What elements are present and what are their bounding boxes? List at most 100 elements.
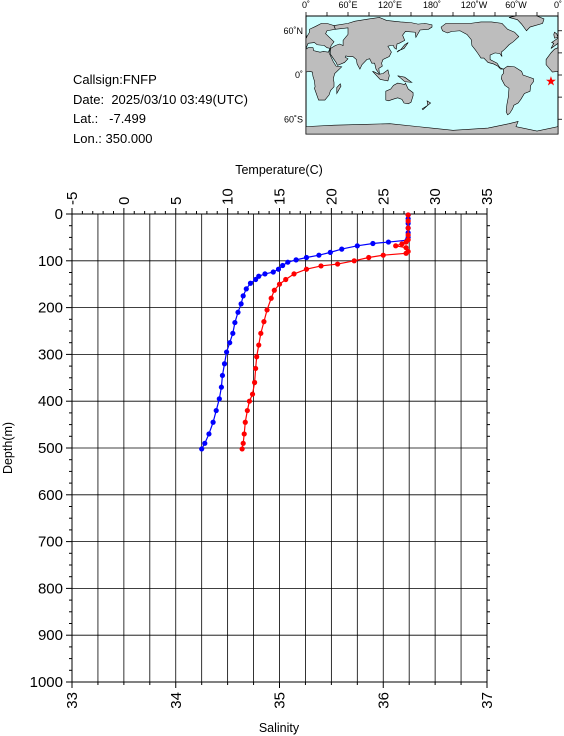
map-land-south-america xyxy=(500,65,534,116)
temperature-point xyxy=(262,271,268,277)
map-land-uk xyxy=(305,32,308,39)
temperature-point xyxy=(202,440,208,446)
y-tick-label: 1000 xyxy=(30,674,63,691)
temperature-point xyxy=(316,252,322,258)
map-lat-label: 0˚ xyxy=(295,70,303,80)
temperature-point xyxy=(285,259,291,265)
y-tick-label: 600 xyxy=(38,487,63,504)
salinity-point xyxy=(405,212,411,218)
salinity-point xyxy=(256,342,262,348)
salinity-point xyxy=(258,330,264,336)
plot-grid xyxy=(72,214,487,682)
map-lon-label: 0˚ xyxy=(554,0,562,10)
temperature-point xyxy=(240,293,246,299)
map-land-new-zealand xyxy=(421,100,432,111)
lat-value: -7.499 xyxy=(109,111,147,126)
top-tick-label: 20 xyxy=(323,188,340,205)
salinity-point xyxy=(239,446,245,452)
temperature-point xyxy=(238,301,244,307)
date-value: 2025/03/10 03:49(UTC) xyxy=(111,91,248,107)
bottom-tick-label: 33 xyxy=(64,692,81,709)
map-lon-label: 0˚ xyxy=(302,0,310,10)
top-tick-label: 30 xyxy=(427,188,444,205)
temperature-point xyxy=(206,431,212,437)
salinity-point xyxy=(254,354,260,360)
map-land xyxy=(305,15,559,135)
temperature-line xyxy=(201,214,409,450)
top-tick-label: 35 xyxy=(479,188,496,205)
temperature-point xyxy=(354,243,360,249)
top-tick-label: -5 xyxy=(64,192,81,205)
lon-value: 350.000 xyxy=(105,130,153,146)
date-label: Date: xyxy=(73,91,105,107)
salinity-point xyxy=(283,276,289,283)
temperature-point xyxy=(232,319,238,326)
salinity-point xyxy=(246,398,253,404)
salinity-point xyxy=(276,281,283,287)
lon-label: Lon.: xyxy=(73,130,102,146)
y-tick-label: 500 xyxy=(38,440,63,457)
top-axis-title: Temperature(C) xyxy=(235,163,323,177)
temperature-point xyxy=(210,419,216,425)
map-frame-ticks xyxy=(305,12,562,120)
top-tick-label: 5 xyxy=(168,197,185,205)
map-lon-label: 180˚ xyxy=(423,0,441,10)
y-tick-label: 800 xyxy=(38,580,63,597)
salinity-point xyxy=(403,250,409,256)
lat-label: Lat.: xyxy=(73,111,99,126)
salinity-point xyxy=(318,263,324,269)
y-tick-label: 300 xyxy=(38,346,63,363)
top-tick-label: 0 xyxy=(116,197,133,205)
temperature-point xyxy=(235,309,241,315)
bottom-tick-label: 34 xyxy=(168,692,185,709)
data-series xyxy=(199,212,411,452)
salinity-point xyxy=(393,243,399,249)
temperature-point xyxy=(243,286,249,292)
map-land-australia xyxy=(385,82,414,105)
temperature-point xyxy=(218,384,224,390)
y-tick-label: 900 xyxy=(38,627,63,644)
bottom-tick-label: 37 xyxy=(479,692,496,709)
temperature-point xyxy=(247,280,254,286)
salinity-point xyxy=(351,258,357,264)
salinity-point xyxy=(399,241,405,247)
temperature-point xyxy=(213,407,219,414)
temperature-point xyxy=(199,446,205,452)
salinity-point xyxy=(303,266,310,272)
temperature-point xyxy=(221,361,228,367)
salinity-point xyxy=(405,232,411,238)
salinity-point xyxy=(380,252,386,258)
top-tick-label: 25 xyxy=(375,188,392,205)
lat-row: Lat.: -7.499 xyxy=(73,109,248,129)
map-land-antarctica xyxy=(305,121,559,135)
temperature-point xyxy=(253,276,259,283)
salinity-point xyxy=(261,319,267,325)
top-tick-label: 10 xyxy=(220,188,237,205)
y-tick-label: 200 xyxy=(38,300,63,317)
salinity-point xyxy=(335,261,341,267)
salinity-point xyxy=(405,225,411,231)
temperature-point xyxy=(230,330,236,336)
station-info: Callsign:FNFP Date: 2025/03/10 03:49(UTC… xyxy=(73,70,248,148)
map-land-japan xyxy=(396,42,409,53)
temperature-point xyxy=(275,266,282,272)
y-tick-label: 700 xyxy=(38,534,63,551)
salinity-point xyxy=(405,218,411,224)
temperature-point xyxy=(385,239,392,245)
salinity-point xyxy=(403,239,409,245)
temperature-point xyxy=(280,262,286,269)
map-land-borneo-sumatra xyxy=(372,69,390,82)
temperature-point xyxy=(223,349,230,355)
map-land-uk xyxy=(553,31,559,39)
y-tick-label: 100 xyxy=(38,253,63,270)
salinity-point xyxy=(244,407,250,414)
date-row: Date: 2025/03/10 03:49(UTC) xyxy=(73,90,248,110)
temperature-point xyxy=(219,372,226,379)
map-lat-label: 60˚N xyxy=(283,26,303,36)
station-marker-icon: ★ xyxy=(545,74,557,89)
salinity-point xyxy=(253,365,259,372)
salinity-point xyxy=(291,271,297,277)
temperature-point xyxy=(270,269,276,275)
